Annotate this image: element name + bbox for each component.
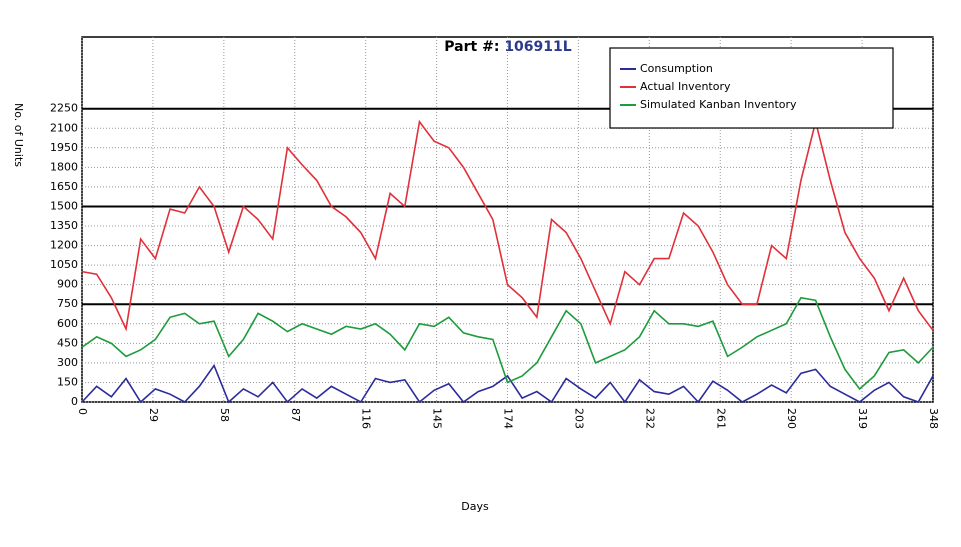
y-tick-label: 150 [57,375,78,388]
x-tick-label: 203 [572,408,585,429]
y-tick-label: 0 [71,395,78,408]
series-line [81,296,934,391]
x-tick-label: 348 [927,408,940,429]
x-tick-label: 174 [502,408,515,429]
y-tick-label: 1500 [50,199,78,212]
y-tick-label: 1650 [50,180,78,193]
legend: Consumption Actual Inventory Simulated Kan… [609,47,894,129]
x-tick-label: 261 [714,408,727,429]
x-tick-label: 145 [431,408,444,429]
y-axis-label: No. of Units [12,103,25,167]
y-tick-label: 1950 [50,141,78,154]
x-tick-label: 290 [785,408,798,429]
legend-label: Consumption [640,62,713,75]
y-tick-label: 1800 [50,160,78,173]
x-tick-label: 29 [147,408,160,422]
x-tick-label: 58 [218,408,231,422]
x-tick-label: 87 [289,408,302,422]
y-tick-label: 1050 [50,258,78,271]
chart-title: Part #: 106911L [444,39,571,55]
x-axis-label: Days [461,500,489,513]
series-line [81,119,934,332]
y-tick-label: 300 [57,356,78,369]
x-tick-label: 116 [360,408,373,429]
x-tick-label: 232 [643,408,656,429]
title-prefix: Part #: [444,39,499,55]
x-tick-label: 0 [76,408,89,415]
y-tick-label: 750 [57,297,78,310]
part-number: 106911L [504,39,571,55]
legend-label: Simulated Kanban Inventory [640,98,797,111]
y-tick-label: 600 [57,317,78,330]
y-tick-label: 2100 [50,121,78,134]
legend-box [609,47,894,129]
series-line [81,363,934,404]
y-tick-label: 900 [57,278,78,291]
y-tick-label: 2250 [50,102,78,115]
legend-label: Actual Inventory [640,80,731,93]
x-tick-label: 319 [856,408,869,429]
y-tick-label: 1200 [50,239,78,252]
y-tick-label: 450 [57,336,78,349]
y-tick-label: 1350 [50,219,78,232]
